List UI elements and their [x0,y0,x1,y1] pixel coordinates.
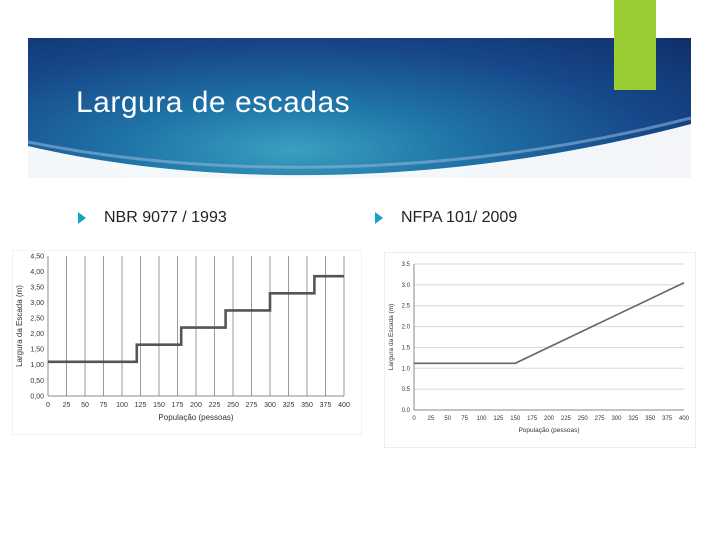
nbr-stair-width-chart: 0,00 0,50 1,00 1,50 2,00 2,50 3,00 3,50 4,00 4,50… [12,250,362,435]
x-tick-label: 175 [172,402,184,409]
nfpa-stair-width-chart: 0.0 0.5 1.0 1.5 2.0 2.5 3.0 3.5 0 25 50 75 100 125 150… [384,252,696,448]
y-tick-label: 1.0 [402,366,411,372]
title-banner [28,38,691,178]
x-tick-label: 25 [428,416,435,422]
x-axis-label: População (pessoas) [158,413,233,422]
bullet-nbr: NBR 9077 / 1993 [104,209,227,226]
y-tick-label: 3,00 [30,300,44,307]
y-tick-label: 1.5 [402,345,411,351]
y-tick-label: 3.5 [402,262,411,268]
x-tick-label: 100 [116,402,128,409]
diamond-bullet-icon [78,212,86,224]
x-axis-label: População (pessoas) [518,427,579,434]
x-tick-label: 250 [227,402,239,409]
x-tick-label: 25 [63,402,71,409]
x-tick-label: 400 [338,402,350,409]
x-tick-label: 75 [100,402,108,409]
y-tick-label: 1,50 [30,347,44,354]
x-tick-label: 100 [476,416,487,422]
x-tick-label: 400 [679,416,690,422]
y-tick-label: 0.0 [402,408,411,414]
x-tick-label: 125 [135,402,147,409]
y-tick-label: 2.5 [402,304,411,310]
y-tick-label: 2,00 [30,331,44,338]
x-tick-label: 150 [153,402,165,409]
y-tick-label: 3,50 [30,284,44,291]
slide-title: Largura de escadas [76,86,351,119]
chart-frame [12,250,362,435]
y-tick-label: 2,50 [30,316,44,323]
series-line [414,282,685,365]
x-tick-label: 150 [510,416,521,422]
y-axis-label: Largura da Escada (m) [15,285,24,367]
y-tick-label: 1,00 [30,362,44,369]
x-tick-label: 300 [264,402,276,409]
y-tick-label: 0,00 [30,393,44,400]
diamond-bullet-icon [375,212,383,224]
x-tick-label: 0 [412,416,416,422]
x-tick-label: 125 [493,416,504,422]
y-tick-label: 3.0 [402,283,411,289]
x-tick-label: 325 [628,416,639,422]
x-tick-label: 250 [578,416,589,422]
y-tick-label: 0.5 [402,387,411,393]
x-tick-label: 275 [246,402,258,409]
x-tick-label: 375 [662,416,673,422]
y-axis-label: Largura da Escada (m) [388,304,395,370]
x-tick-label: 200 [190,402,202,409]
x-tick-label: 350 [645,416,656,422]
x-tick-label: 200 [544,416,555,422]
y-tick-label: 2.0 [402,325,411,331]
y-tick-label: 0,50 [30,378,44,385]
x-tick-label: 50 [444,416,451,422]
series-line [48,274,344,364]
x-tick-label: 75 [461,416,468,422]
x-tick-label: 225 [209,402,221,409]
y-tick-label: 4,00 [30,269,44,276]
accent-bar [614,0,656,90]
x-tick-label: 325 [283,402,295,409]
x-tick-label: 300 [611,416,622,422]
x-tick-label: 50 [81,402,89,409]
x-tick-label: 225 [561,416,572,422]
x-tick-label: 175 [527,416,538,422]
x-tick-label: 375 [320,402,332,409]
banner-wave-decoration [28,116,691,178]
x-tick-label: 0 [46,402,50,409]
bullet-nfpa: NFPA 101/ 2009 [401,209,518,226]
x-tick-label: 275 [595,416,606,422]
x-tick-label: 350 [301,402,313,409]
y-tick-label: 4,50 [30,253,44,260]
